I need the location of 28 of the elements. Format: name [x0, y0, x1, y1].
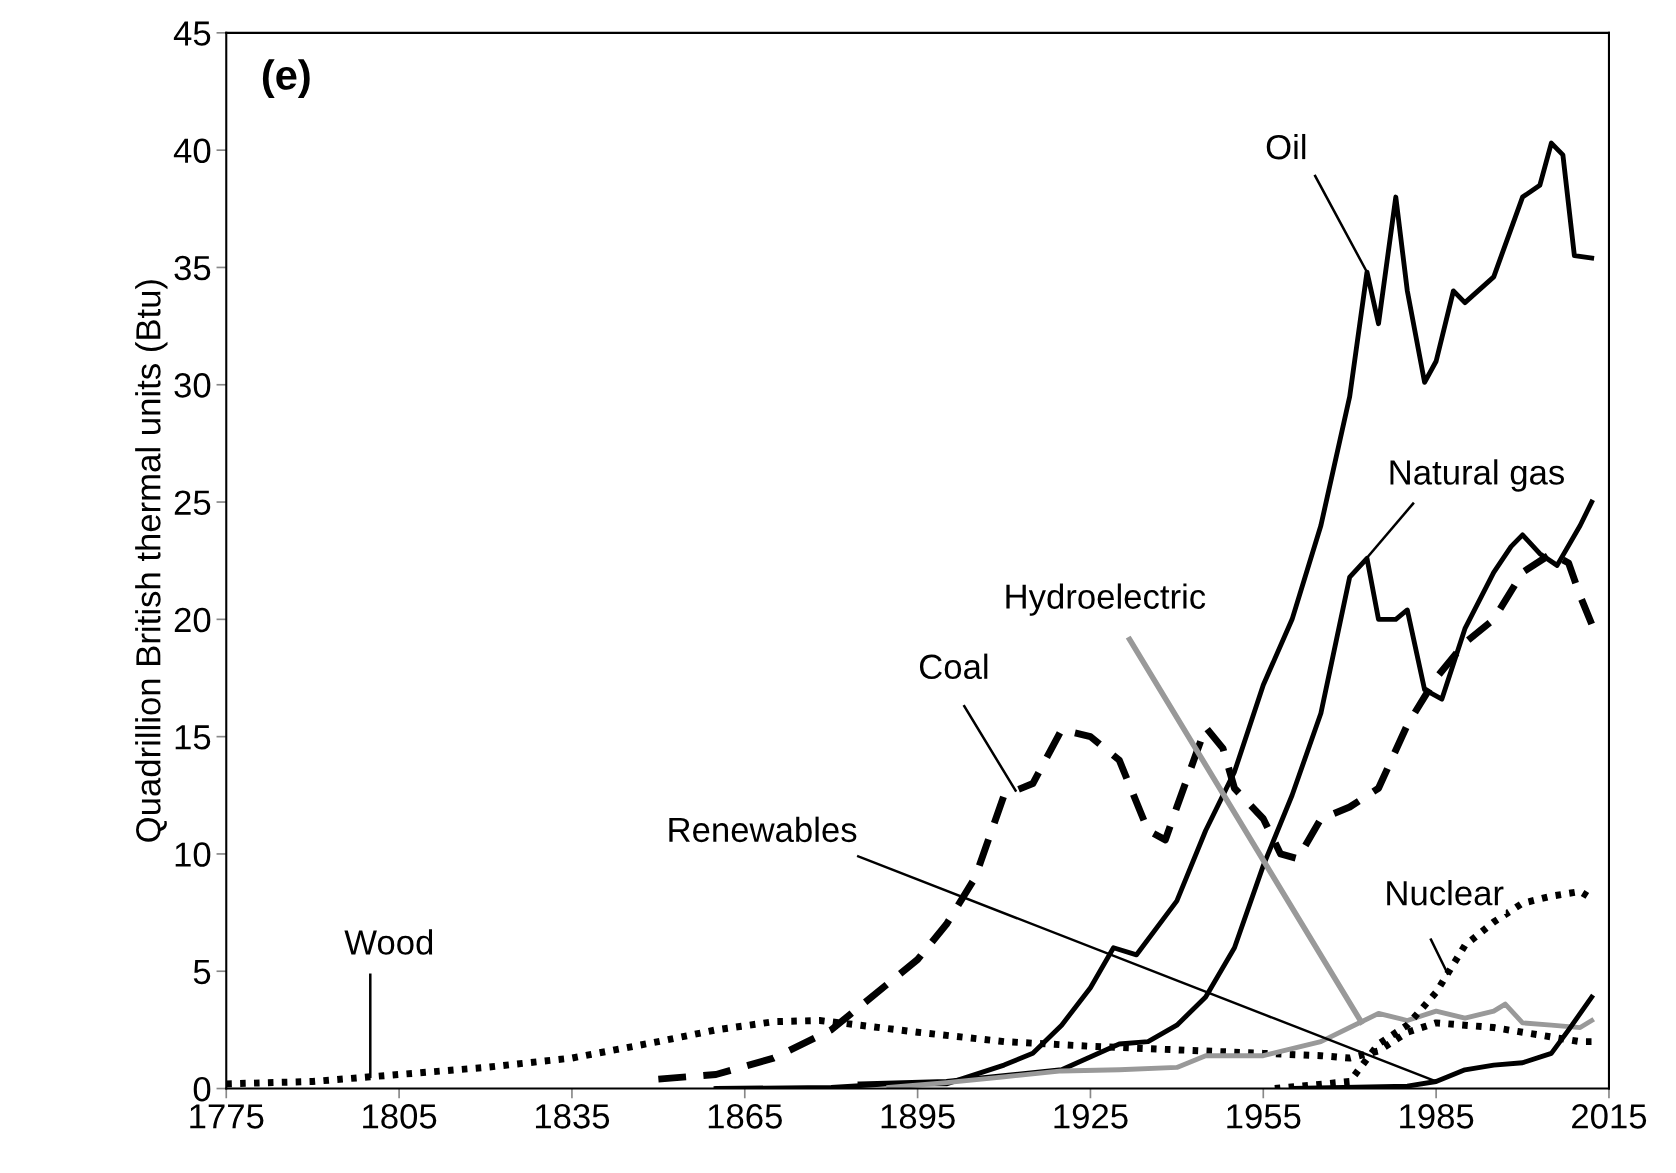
y-tick-label: 40 — [173, 138, 211, 164]
x-tick-label: 1805 — [363, 1104, 437, 1129]
text: Hydroelectric — [1006, 583, 1206, 616]
text: Oil — [1266, 133, 1306, 160]
y-tick-label: 20 — [174, 607, 211, 633]
y-tick-label: 0 — [193, 1076, 211, 1102]
x-tick-label: 1775 — [190, 1104, 264, 1129]
x-tick-label: 1925 — [1054, 1104, 1128, 1129]
y-tick-label: 25 — [174, 490, 211, 515]
x-tick-label: 2015 — [1572, 1104, 1647, 1129]
series-label: Natural gas — [1390, 459, 1564, 492]
text: Coal — [919, 653, 988, 680]
y-tick-label: 35 — [174, 255, 211, 281]
x-tick-label: 1865 — [708, 1104, 782, 1129]
y-axis-title: Quadrillion British thermal units (Btu) — [135, 280, 168, 842]
text: Renewables — [669, 816, 857, 843]
text: Wood — [344, 929, 433, 955]
y-tick-label: 30 — [174, 373, 211, 398]
x-tick-label: 1835 — [535, 1104, 610, 1129]
x-tick-label: 1985 — [1400, 1104, 1474, 1129]
series-label: Nuclear — [1387, 879, 1504, 906]
x-tick-label: 1895 — [881, 1104, 955, 1129]
y-tick-label: 15 — [175, 725, 211, 750]
y-tick-label: 5 — [193, 959, 211, 985]
y-tick-label: 10 — [175, 842, 211, 867]
y-tick-label: 45 — [173, 21, 211, 46]
x-tick-label: 1955 — [1227, 1104, 1301, 1129]
text: (e) — [262, 59, 310, 99]
